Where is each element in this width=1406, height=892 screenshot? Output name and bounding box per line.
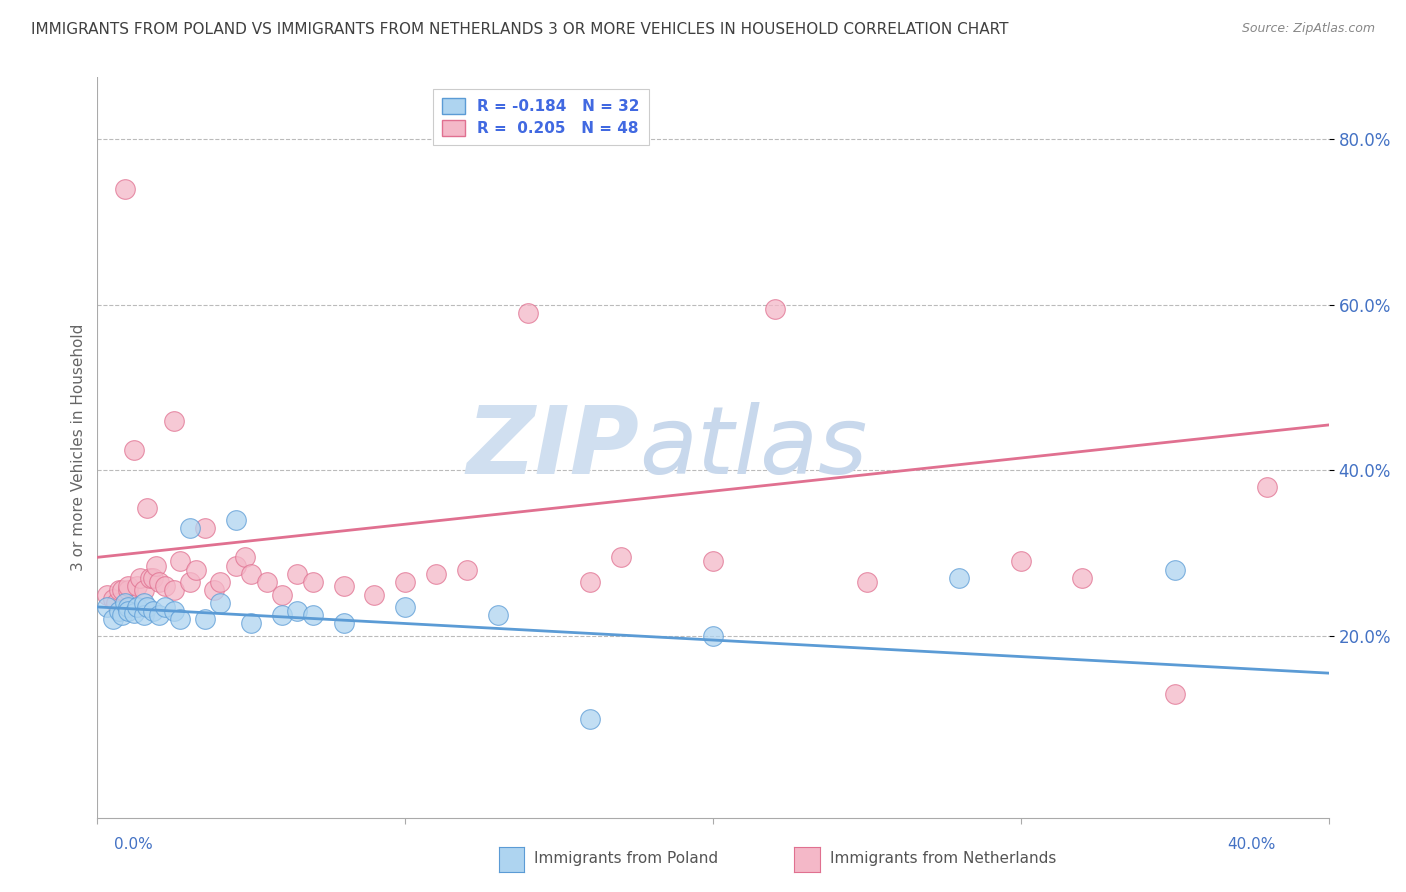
Point [225, 513, 247, 527]
Point [142, 604, 165, 618]
Text: ZIP: ZIP [467, 401, 640, 493]
Point [127, 579, 149, 593]
Point [179, 575, 201, 590]
Point [702, 629, 724, 643]
Point [96, 599, 118, 614]
Point [1010, 554, 1032, 568]
Text: atlas: atlas [640, 402, 868, 493]
Point [163, 414, 186, 428]
Point [101, 591, 124, 606]
Text: Immigrants from Netherlands: Immigrants from Netherlands [830, 851, 1056, 865]
Text: IMMIGRANTS FROM POLAND VS IMMIGRANTS FROM NETHERLANDS 3 OR MORE VEHICLES IN HOUS: IMMIGRANTS FROM POLAND VS IMMIGRANTS FRO… [31, 22, 1008, 37]
Point [202, 583, 225, 598]
Text: Immigrants from Poland: Immigrants from Poland [534, 851, 718, 865]
Point [135, 599, 157, 614]
Point [129, 571, 152, 585]
Point [117, 579, 139, 593]
Point [153, 599, 176, 614]
Point [233, 550, 256, 565]
Point [145, 558, 167, 573]
Point [302, 575, 325, 590]
Point [271, 588, 294, 602]
Point [240, 616, 263, 631]
Point [132, 608, 155, 623]
Point [209, 596, 232, 610]
Point [124, 442, 146, 457]
Point [179, 521, 201, 535]
Point [114, 182, 136, 196]
Point [169, 612, 191, 626]
Point [225, 558, 247, 573]
Point [1071, 571, 1094, 585]
Point [127, 599, 149, 614]
Point [1164, 687, 1187, 701]
Point [114, 596, 136, 610]
Point [148, 575, 170, 590]
Point [194, 612, 217, 626]
Point [456, 563, 478, 577]
Point [169, 554, 191, 568]
Point [135, 500, 157, 515]
Point [108, 604, 131, 618]
Point [111, 608, 134, 623]
Point [425, 566, 447, 581]
Point [948, 571, 970, 585]
Point [486, 608, 509, 623]
Point [287, 566, 309, 581]
Point [763, 302, 786, 317]
Point [96, 588, 118, 602]
Point [163, 604, 186, 618]
Point [138, 571, 160, 585]
Point [394, 575, 416, 590]
Point [702, 554, 724, 568]
Point [363, 588, 385, 602]
Point [579, 575, 602, 590]
Point [117, 583, 139, 598]
Point [579, 712, 602, 726]
Point [132, 596, 155, 610]
Point [609, 550, 631, 565]
Legend: R = -0.184   N = 32, R =  0.205   N = 48: R = -0.184 N = 32, R = 0.205 N = 48 [433, 89, 648, 145]
Point [1164, 563, 1187, 577]
Point [856, 575, 879, 590]
Point [1256, 480, 1278, 494]
Text: 40.0%: 40.0% [1227, 837, 1275, 852]
Point [256, 575, 278, 590]
Point [287, 604, 309, 618]
Point [184, 563, 207, 577]
Point [108, 583, 131, 598]
Point [117, 604, 139, 618]
Point [394, 599, 416, 614]
Point [132, 583, 155, 598]
Text: Source: ZipAtlas.com: Source: ZipAtlas.com [1241, 22, 1375, 36]
Y-axis label: 3 or more Vehicles in Household: 3 or more Vehicles in Household [72, 324, 86, 572]
Point [142, 571, 165, 585]
Point [111, 583, 134, 598]
Point [104, 596, 127, 610]
Point [271, 608, 294, 623]
Point [332, 616, 354, 631]
Point [163, 583, 186, 598]
Point [209, 575, 232, 590]
Point [332, 579, 354, 593]
Point [517, 306, 540, 320]
Point [302, 608, 325, 623]
Point [240, 566, 263, 581]
Text: 0.0%: 0.0% [114, 837, 153, 852]
Point [101, 612, 124, 626]
Point [194, 521, 217, 535]
Point [148, 608, 170, 623]
Point [117, 599, 139, 614]
Point [124, 606, 146, 620]
Point [153, 579, 176, 593]
